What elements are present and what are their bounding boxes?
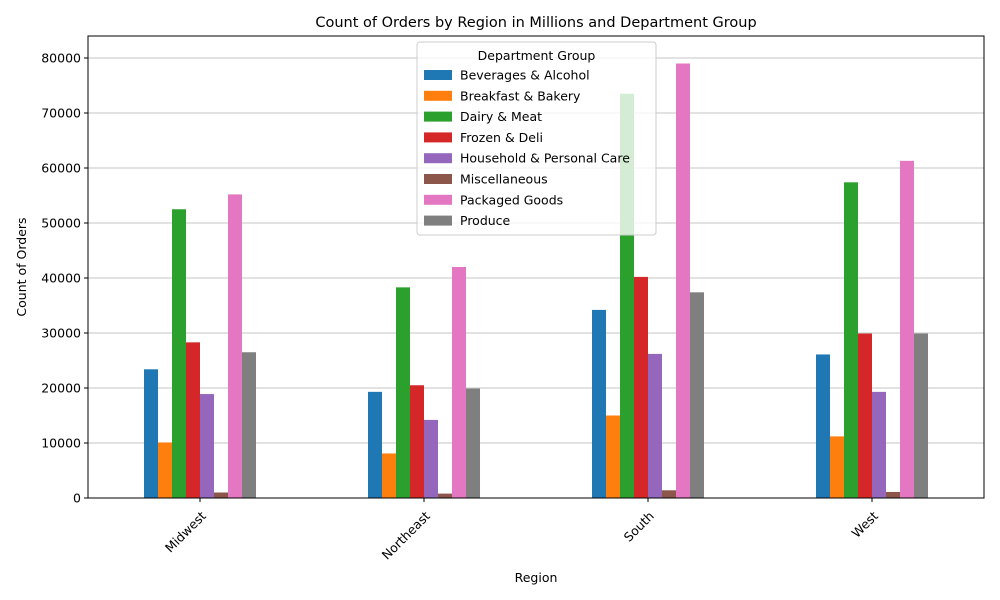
y-tick-label: 50000 xyxy=(41,216,81,231)
bar xyxy=(914,333,928,498)
legend: Department Group Beverages & Alcohol Break… xyxy=(416,41,657,236)
y-tick-label: 0 xyxy=(73,491,81,506)
legend-swatch xyxy=(424,111,452,122)
legend-box xyxy=(416,41,657,236)
bar xyxy=(382,453,396,498)
bar xyxy=(186,342,200,498)
y-tick-label: 40000 xyxy=(41,271,81,286)
x-axis-label: Region xyxy=(515,570,558,585)
bar xyxy=(634,276,648,498)
legend-swatch xyxy=(424,194,452,205)
bar xyxy=(466,388,480,498)
x-tick-label: West xyxy=(849,508,881,540)
legend-swatch xyxy=(424,174,452,184)
x-tick-label: Midwest xyxy=(162,508,209,555)
legend-swatch xyxy=(424,90,452,101)
bar xyxy=(662,490,676,498)
legend-title: Department Group xyxy=(478,48,596,63)
legend-label: Breakfast & Bakery xyxy=(460,88,581,103)
x-axis-ticks: Midwest Northeast South West xyxy=(162,498,881,563)
bar xyxy=(172,209,186,498)
bar xyxy=(158,442,172,498)
bar xyxy=(816,354,830,498)
bar xyxy=(858,333,872,498)
bar xyxy=(648,353,662,498)
bar xyxy=(830,436,844,498)
bar xyxy=(886,491,900,498)
bar xyxy=(228,194,242,498)
legend-label: Frozen & Deli xyxy=(460,130,543,145)
y-axis-ticks: 0 10000 20000 30000 40000 50000 60000 70000 8000… xyxy=(41,51,88,506)
bar xyxy=(690,292,704,498)
legend-label: Produce xyxy=(460,213,511,228)
legend-swatch xyxy=(424,132,452,143)
bar xyxy=(452,267,466,498)
legend-label: Beverages & Alcohol xyxy=(460,68,590,83)
bar xyxy=(242,352,256,498)
bar xyxy=(214,492,228,498)
y-tick-label: 80000 xyxy=(41,51,81,66)
bar xyxy=(144,369,158,498)
bar xyxy=(676,63,690,498)
legend-swatch xyxy=(424,70,452,80)
chart-title: Count of Orders by Region in Millions an… xyxy=(315,15,756,31)
x-tick-label: Northeast xyxy=(379,508,433,562)
legend-label: Household & Personal Care xyxy=(460,151,630,166)
y-tick-label: 60000 xyxy=(41,161,81,176)
y-axis-label: Count of Orders xyxy=(14,217,29,316)
bar xyxy=(844,182,858,499)
bars xyxy=(144,63,928,499)
y-tick-label: 30000 xyxy=(41,326,81,341)
x-tick-label: South xyxy=(621,508,657,544)
y-tick-label: 10000 xyxy=(41,436,81,451)
legend-label: Miscellaneous xyxy=(460,172,548,187)
bar xyxy=(396,287,410,498)
bar xyxy=(592,309,606,498)
y-tick-label: 70000 xyxy=(41,106,81,121)
bar xyxy=(872,391,886,498)
bar xyxy=(900,160,914,498)
bar xyxy=(424,419,438,498)
legend-swatch xyxy=(424,215,452,226)
legend-label: Dairy & Meat xyxy=(460,109,542,124)
bar xyxy=(200,394,214,498)
legend-label: Packaged Goods xyxy=(460,192,563,207)
bar xyxy=(368,391,382,498)
bar xyxy=(410,385,424,498)
bar xyxy=(606,415,620,498)
y-tick-label: 20000 xyxy=(41,381,81,396)
legend-swatch xyxy=(424,153,452,164)
plot-frame xyxy=(87,35,985,499)
bar xyxy=(438,493,452,498)
